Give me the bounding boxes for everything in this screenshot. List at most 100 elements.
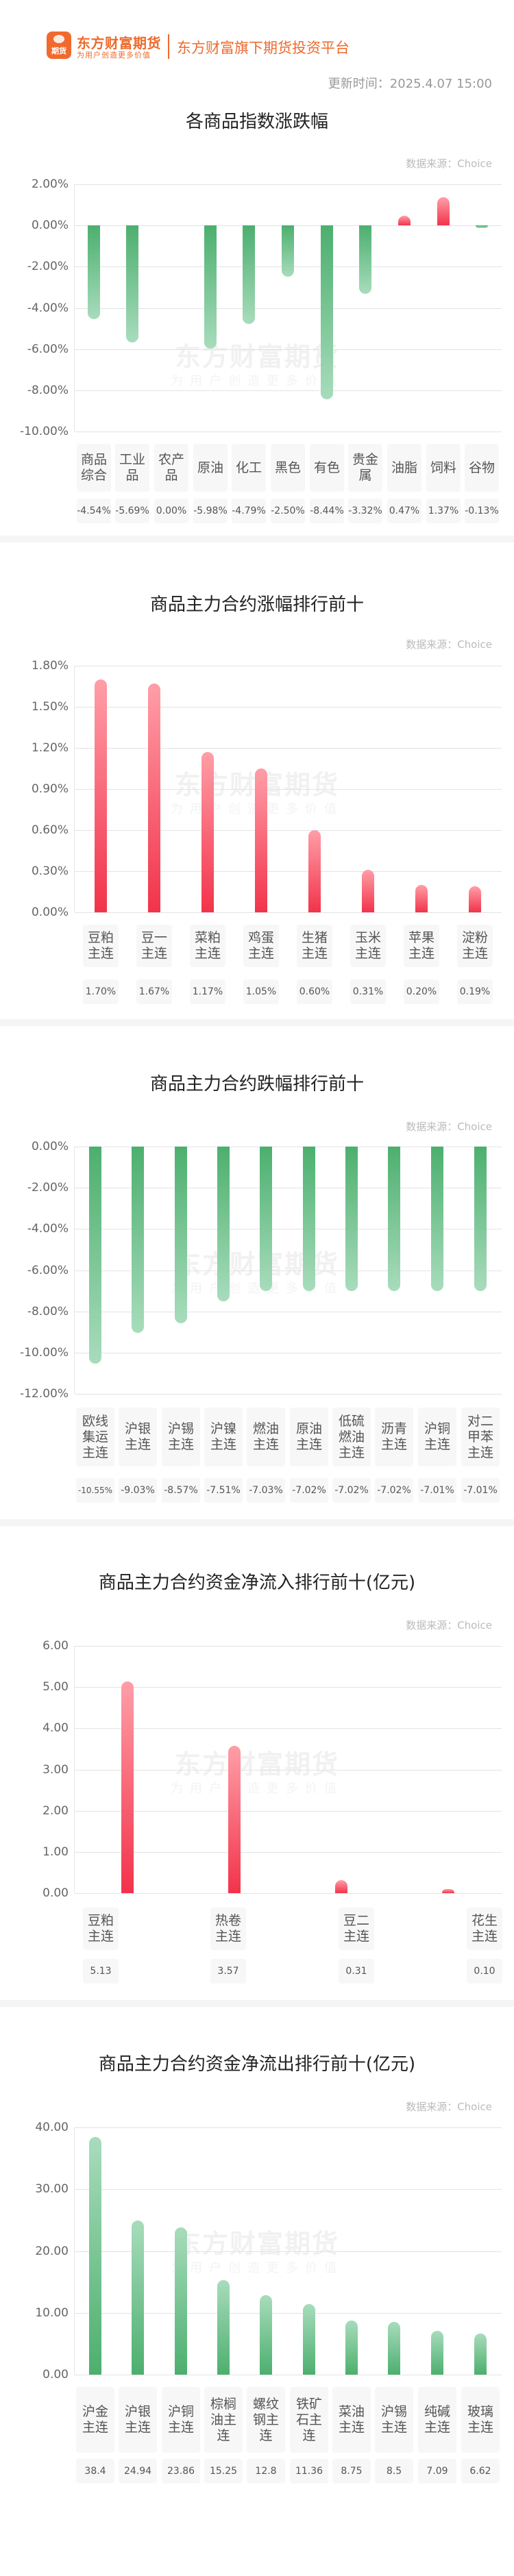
gridline xyxy=(75,707,502,708)
category-label-line: 主连 xyxy=(380,1437,407,1452)
category-label: 豆一 主连 xyxy=(136,925,172,967)
section-divider xyxy=(0,1519,514,1526)
gridline xyxy=(75,390,502,391)
value-label: -10.55% xyxy=(76,1478,114,1503)
value-label: 3.57 xyxy=(210,1959,246,1984)
category-label-line: 主连 xyxy=(140,946,167,961)
category-label-line: 豆二 xyxy=(343,1913,369,1928)
category-label-line: 燃油 xyxy=(338,1429,365,1445)
value-label: 0.20% xyxy=(404,979,439,1004)
category-label-line: 菜油 xyxy=(338,2404,365,2419)
category-label: 沪铜 主连 xyxy=(418,1408,456,1466)
value-label: 8.5 xyxy=(375,2459,413,2484)
category-label-line: 豆粕 xyxy=(87,930,114,945)
gridline xyxy=(75,2251,502,2252)
bar xyxy=(308,830,321,912)
value-label: -7.01% xyxy=(461,1478,500,1503)
category-label: 贵金属 xyxy=(348,444,382,492)
category-label-line: 主连 xyxy=(408,946,435,961)
category-label-line: 玉米 xyxy=(354,930,381,945)
y-tick-label: -10.00% xyxy=(20,425,69,438)
category-label-line: 玻璃 xyxy=(467,2404,493,2419)
value-label: -7.01% xyxy=(418,1478,456,1503)
gridline xyxy=(75,1769,502,1771)
y-tick-label: 1.50% xyxy=(31,700,69,714)
gridline xyxy=(75,2127,502,2128)
category-label-line: 主连 xyxy=(295,1437,322,1452)
watermark-subtext: 为用户创造更多价值 xyxy=(171,2261,343,2275)
value-label: -7.03% xyxy=(247,1478,285,1503)
category-label-line: 石主 xyxy=(295,2412,322,2427)
y-axis-line xyxy=(74,1646,75,1893)
value-label: 7.09 xyxy=(418,2459,456,2484)
category-label: 菜粕 主连 xyxy=(190,925,225,967)
index-change-title: 各商品指数涨跌幅 xyxy=(185,112,328,132)
category-label-line: 主连 xyxy=(82,2420,108,2435)
bar xyxy=(175,1147,187,1323)
gridline xyxy=(75,349,502,350)
category-label-line: 主连 xyxy=(424,2420,450,2435)
category-label-line: 综合 xyxy=(80,468,107,483)
index-change-data-source: 数据来源：Choice xyxy=(406,158,492,170)
bar xyxy=(303,2304,315,2375)
gridline xyxy=(75,1394,502,1395)
y-tick-label: 0.00% xyxy=(31,1140,69,1153)
section-divider xyxy=(0,2000,514,2007)
gridline xyxy=(75,2189,502,2190)
category-label: 生猪 主连 xyxy=(297,925,332,967)
value-label: -5.69% xyxy=(115,499,149,523)
category-label: 花生 主连 xyxy=(467,1908,502,1950)
value-label: 0.31 xyxy=(339,1959,374,1984)
bar xyxy=(126,225,138,343)
category-label-line: 菜粕 xyxy=(194,930,221,945)
y-tick-label: -2.00% xyxy=(27,260,69,274)
category-label-line: 主连 xyxy=(82,1445,108,1460)
y-tick-label: -12.00% xyxy=(20,1387,69,1401)
value-label: 1.67% xyxy=(136,979,172,1004)
category-label-line: 主连 xyxy=(424,1437,450,1452)
y-tick-label: 10.00 xyxy=(35,2305,69,2320)
bar xyxy=(442,1888,454,1893)
category-label: 有色 xyxy=(310,444,344,492)
bar xyxy=(474,1147,487,1291)
bar xyxy=(255,768,267,912)
category-label: 沪锡 主连 xyxy=(375,2387,413,2453)
value-label: 38.4 xyxy=(76,2459,114,2484)
category-label-line: 主连 xyxy=(467,1445,493,1460)
category-label: 工业品 xyxy=(115,444,149,492)
category-label-line: 纯碱 xyxy=(424,2404,450,2419)
category-label: 纯碱 主连 xyxy=(418,2387,456,2453)
y-tick-label: 30.00 xyxy=(35,2182,69,2197)
y-tick-label: 0.00% xyxy=(31,905,69,919)
category-label-line: 钢主 xyxy=(252,2412,279,2427)
y-tick-label: 0.90% xyxy=(31,782,69,796)
y-tick-label: 0.00 xyxy=(42,1886,69,1900)
value-label: 0.60% xyxy=(297,979,332,1004)
value-label: 5.13 xyxy=(83,1959,119,1984)
value-label: -3.32% xyxy=(348,499,382,523)
top-losers-data-source: 数据来源：Choice xyxy=(406,1121,492,1133)
category-label-line: 主连 xyxy=(87,1929,114,1944)
gridline xyxy=(75,1646,502,1647)
category-label-line: 谷物 xyxy=(468,460,495,475)
value-label: 11.36 xyxy=(290,2459,328,2484)
category-label-line: 主连 xyxy=(247,946,274,961)
category-label-line: 沪金 xyxy=(82,2404,108,2419)
category-label: 沪金 主连 xyxy=(76,2387,114,2453)
category-label-line: 鸡蛋 xyxy=(247,930,274,945)
bar xyxy=(431,1147,443,1291)
category-label: 谷物 xyxy=(465,444,499,492)
category-label: 豆粕 主连 xyxy=(83,1908,119,1950)
category-label-line: 连 xyxy=(302,2427,316,2443)
value-label: 0.47% xyxy=(387,499,421,523)
logo-icon-text: 期货 xyxy=(51,47,66,55)
category-label: 螺纹 钢主连 xyxy=(247,2387,285,2453)
bar xyxy=(345,1147,358,1292)
category-label: 沪镍 主连 xyxy=(204,1408,243,1466)
category-label: 淀粉 主连 xyxy=(457,925,493,967)
y-tick-label: -6.00% xyxy=(27,342,69,356)
category-label: 沪锡 主连 xyxy=(162,1408,200,1466)
bar xyxy=(201,752,214,912)
y-axis-line xyxy=(74,184,75,432)
category-label-line: 沪锡 xyxy=(167,1421,194,1436)
